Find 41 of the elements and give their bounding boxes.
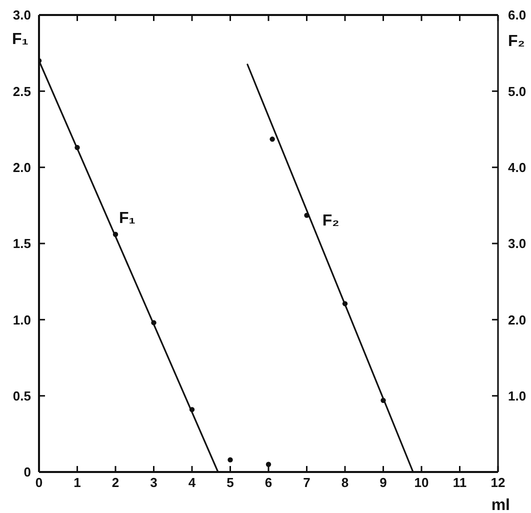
- x-tick-label: 5: [226, 475, 234, 490]
- y-tick-label: 0: [24, 464, 31, 480]
- y2-tick-label: 5.0: [508, 84, 526, 99]
- x-tick-label: 0: [35, 475, 43, 490]
- x-tick-label: 8: [341, 475, 349, 490]
- y-axis-title: F₁: [12, 31, 29, 48]
- y2-tick-label: 1.0: [508, 388, 526, 404]
- y-tick-label: 0.5: [12, 388, 31, 404]
- x-tick-label: 9: [380, 475, 387, 490]
- y-tick-label: 2.5: [12, 84, 31, 99]
- y-tick-label: 3.0: [12, 8, 31, 23]
- x-tick-label: 10: [414, 475, 429, 490]
- point: [74, 144, 80, 150]
- x-axis-title: ml: [491, 497, 510, 513]
- x-tick-label: 11: [452, 475, 467, 490]
- y2-tick-label: 3.0: [508, 236, 526, 252]
- x-tick-label: 7: [303, 475, 310, 490]
- point: [228, 457, 233, 462]
- y2-axis-title: F₂: [508, 33, 525, 50]
- point: [112, 232, 118, 237]
- x-tick-label: 12: [490, 475, 506, 490]
- y2-tick-label: 2.0: [508, 312, 526, 328]
- point: [304, 212, 310, 218]
- x-tick-label: 6: [264, 475, 272, 490]
- point: [151, 320, 156, 326]
- point: [342, 301, 348, 306]
- y-tick-label: 2.0: [12, 160, 31, 175]
- y2-tick-label: 4.0: [508, 160, 526, 175]
- x-tick-label: 2: [112, 475, 120, 490]
- x-tick-label: 4: [188, 475, 196, 490]
- point: [266, 462, 272, 467]
- point: [270, 136, 275, 142]
- y2-tick-label: 6.0: [508, 8, 526, 23]
- y-tick-label: 1.5: [12, 236, 31, 252]
- x-tick-label: 3: [150, 475, 158, 490]
- point: [189, 406, 195, 412]
- y-tick-label: 1.0: [12, 312, 31, 328]
- series-label: F₂: [322, 212, 340, 230]
- series-label: F₁: [119, 210, 136, 227]
- x-tick-label: 1: [74, 475, 81, 490]
- point: [380, 398, 386, 404]
